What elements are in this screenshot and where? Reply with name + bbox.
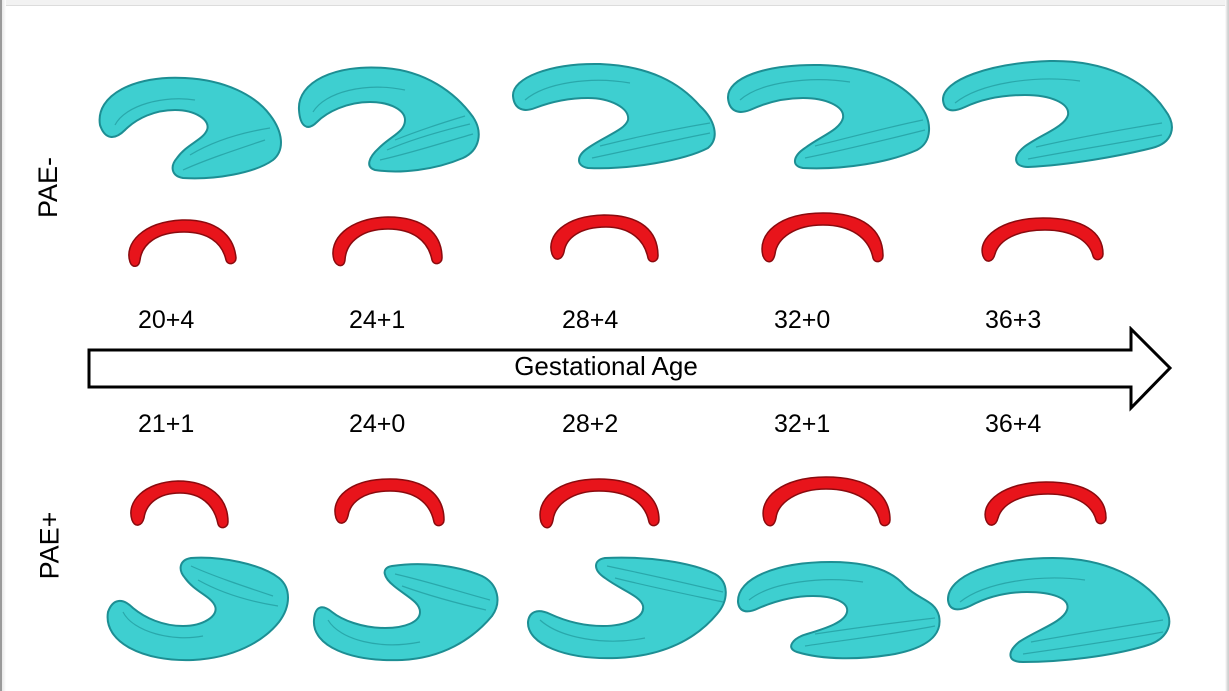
ventricle-pae-plus-3 [526,556,727,660]
ventricle-pae-minus-4 [726,63,930,170]
corpus-callosum-pae-minus-1 [128,219,237,267]
age-label-pae-minus-5: 36+3 [985,306,1042,334]
age-label-pae-plus-5: 36+4 [985,410,1042,438]
window-top-edge [0,0,1229,6]
gestational-age-arrow [87,326,1173,412]
corpus-callosum-pae-minus-2 [332,216,443,267]
corpus-callosum-pae-minus-5 [981,217,1104,262]
age-label-pae-plus-3: 28+2 [562,410,619,438]
age-label-pae-plus-4: 32+1 [774,410,831,438]
ventricle-pae-minus-3 [511,62,716,170]
corpus-callosum-pae-plus-1 [130,480,229,529]
window-right-edge [1225,0,1229,691]
ventricle-pae-plus-5 [946,556,1171,664]
age-label-pae-plus-2: 24+0 [349,410,406,438]
corpus-callosum-pae-minus-4 [761,212,884,263]
window-left-edge [0,0,6,691]
row-label-pae-plus: PAE+ [34,511,65,580]
corpus-callosum-pae-plus-3 [539,478,660,529]
row-label-pae-minus: PAE- [33,156,64,219]
ventricle-pae-minus-1 [98,76,282,180]
ventricle-pae-plus-2 [312,563,499,662]
age-label-pae-minus-2: 24+1 [349,306,406,334]
ventricle-pae-minus-2 [297,66,480,173]
age-label-pae-minus-4: 32+0 [774,306,831,334]
age-label-pae-minus-1: 20+4 [138,306,195,334]
ventricle-pae-plus-4 [736,560,941,660]
age-label-pae-plus-1: 21+1 [138,410,195,438]
corpus-callosum-pae-plus-5 [984,481,1107,526]
corpus-callosum-pae-minus-3 [550,214,659,263]
age-label-pae-minus-3: 28+4 [562,306,619,334]
corpus-callosum-pae-plus-4 [762,476,891,527]
gestational-age-label: Gestational Age [514,351,698,381]
ventricle-pae-plus-1 [106,556,289,662]
corpus-callosum-pae-plus-2 [334,478,445,527]
ventricle-pae-minus-5 [941,59,1173,169]
